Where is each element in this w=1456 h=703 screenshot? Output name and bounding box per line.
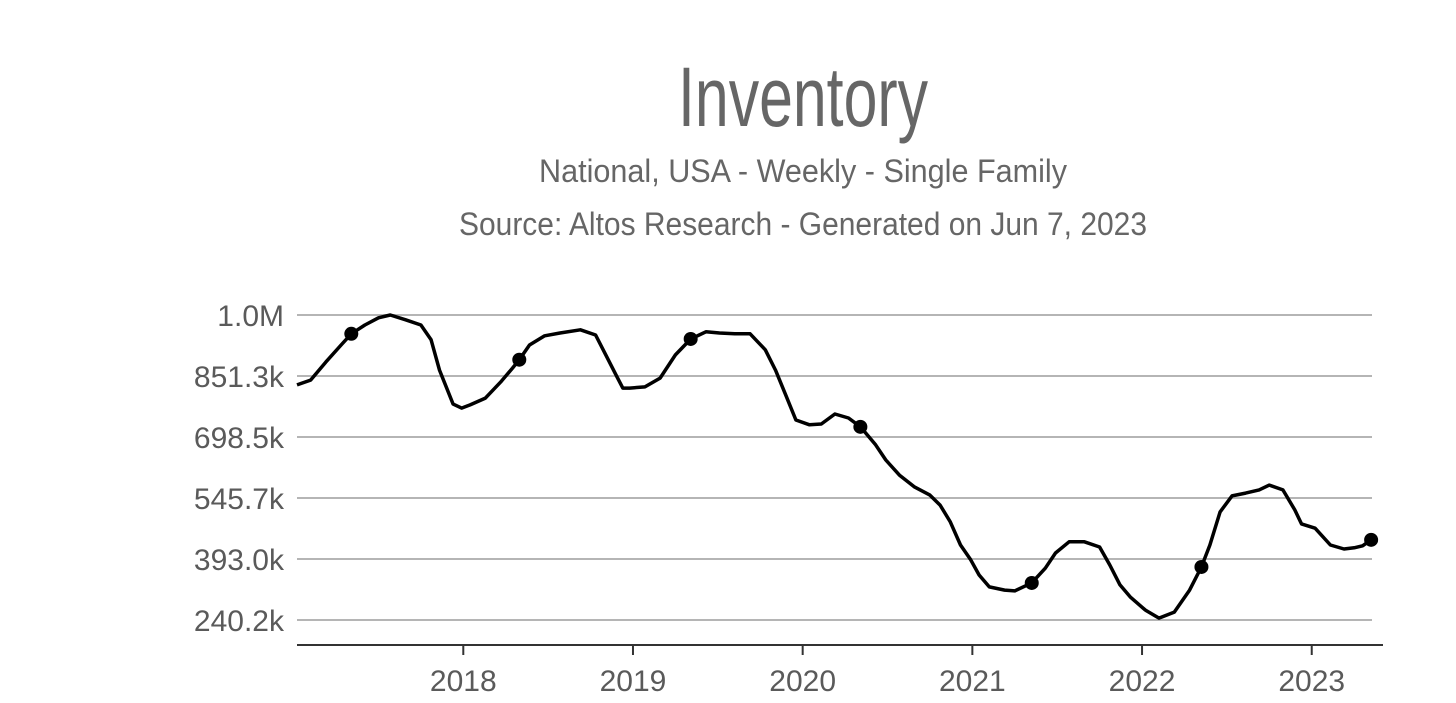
point-marker	[853, 419, 868, 434]
point-marker	[1024, 575, 1039, 590]
y-tick-label: 851.3k	[194, 361, 285, 394]
chart-title: Inventory	[678, 50, 928, 144]
chart-subtitle: National, USA - Weekly - Single Family	[539, 153, 1067, 189]
x-tick-label: 2019	[600, 665, 667, 698]
chart-source: Source: Altos Research - Generated on Ju…	[459, 206, 1147, 242]
y-tick-label: 1.0M	[217, 300, 284, 333]
point-marker	[683, 331, 698, 346]
point-marker	[1194, 559, 1209, 574]
y-tick-label: 240.2k	[194, 605, 285, 638]
x-tick-label: 2018	[430, 665, 497, 698]
x-tick-label: 2021	[939, 665, 1006, 698]
x-tick-label: 2020	[769, 665, 836, 698]
y-tick-label: 698.5k	[194, 422, 285, 455]
series-line	[296, 313, 1373, 620]
point-marker	[344, 326, 359, 341]
x-tick-label: 2022	[1109, 665, 1176, 698]
y-tick-label: 393.0k	[194, 544, 285, 577]
point-marker	[512, 352, 527, 367]
y-tick-label: 545.7k	[194, 483, 285, 516]
x-tick-label: 2023	[1278, 665, 1345, 698]
point-marker	[1364, 532, 1379, 547]
